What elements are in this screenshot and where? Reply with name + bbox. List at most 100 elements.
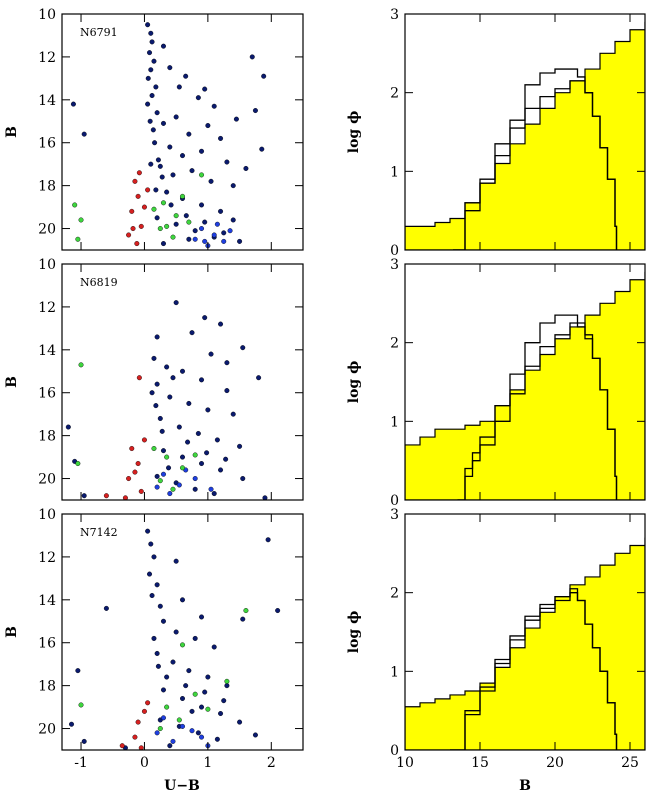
cmd-panel-3-point-navy-4 bbox=[147, 571, 153, 577]
cmd-panel-3-point-navy-7 bbox=[157, 603, 163, 609]
cmd-panel-3-point-navy-38 bbox=[103, 605, 109, 611]
cmd-panel-2-point-navy-13 bbox=[186, 400, 192, 406]
cmd-panel-2-ytick-label-1: 12 bbox=[38, 300, 56, 316]
cmd-panel-3-points bbox=[69, 528, 281, 750]
cmd-panel-1-ytick-label-4: 18 bbox=[38, 179, 56, 195]
lf-panel-2-frame bbox=[404, 263, 646, 501]
cmd-panel-2-point-navy-41 bbox=[240, 476, 246, 482]
lf-panel-1-ylabel: log ϕ bbox=[346, 111, 362, 154]
cmd-panel-1-point-navy-51 bbox=[70, 101, 76, 107]
lf-panel-3-xtick-label-1: 15 bbox=[471, 755, 489, 771]
lf-panel-1-ytick-label-3: 3 bbox=[390, 7, 399, 23]
cmd-panel-3-point-green-0 bbox=[243, 608, 249, 614]
cmd-panel-1-point-navy-4 bbox=[151, 58, 157, 64]
cmd-panel-2-point-navy-0 bbox=[173, 300, 179, 306]
cmd-panel-2-point-navy-38 bbox=[185, 439, 191, 445]
cmd-panel-2-point-green-2 bbox=[179, 465, 185, 471]
cmd-panel-1-point-navy-45 bbox=[259, 146, 265, 152]
cmd-panel-2-point-navy-20 bbox=[237, 443, 243, 449]
cmd-panel-2-point-blue-1 bbox=[176, 482, 182, 488]
cmd-panel-2-point-navy-12 bbox=[167, 394, 173, 400]
cmd-panel-1-point-red-5 bbox=[134, 241, 140, 247]
cmd-panel-2-point-navy-31 bbox=[65, 424, 71, 430]
cmd-panel-3-point-navy-43 bbox=[155, 663, 161, 669]
lf-panel-2: 0 1 2 3 log ϕ bbox=[346, 257, 646, 509]
cmd-panel-2-point-navy-24 bbox=[218, 467, 224, 473]
cmd-panel-3-point-green-6 bbox=[192, 691, 198, 697]
cmd-panel-3-frame bbox=[61, 513, 304, 751]
cmd-panel-1-points bbox=[70, 22, 267, 249]
cmd-panel-2-ytick-label-5: 20 bbox=[38, 472, 56, 488]
cmd-panel-1-point-navy-0 bbox=[145, 22, 151, 28]
lf-panel-3-series bbox=[405, 537, 645, 750]
cmd-panel-2-ylabel: B bbox=[4, 376, 20, 388]
cmd-panel-1-point-navy-7 bbox=[153, 84, 159, 90]
cmd-panel-1-label: N6791 bbox=[80, 26, 118, 39]
cmd-panel-1-point-navy-44 bbox=[252, 108, 258, 114]
cmd-panel-2-point-navy-42 bbox=[262, 495, 268, 500]
lf-panel-1: 0 1 2 3 log ϕ bbox=[346, 7, 646, 259]
cmd-panel-2-point-navy-10 bbox=[256, 375, 262, 381]
cmd-panel-1-ytick-label-2: 14 bbox=[38, 93, 56, 109]
cmd-panel-3-point-navy-27 bbox=[167, 743, 173, 749]
cmd-panel-2-point-green-6 bbox=[151, 446, 157, 452]
cmd-panel-2-point-green-7 bbox=[75, 461, 81, 467]
cmd-panel-2-point-blue-2 bbox=[192, 476, 198, 482]
cmd-panel-3-point-red-5 bbox=[135, 719, 141, 725]
cmd-panel-3-point-navy-0 bbox=[145, 528, 151, 534]
cmd-panel-1-point-navy-49 bbox=[233, 116, 239, 122]
lf-panel-3-ytick-label-2: 2 bbox=[390, 586, 399, 602]
lf-panel-3-frame bbox=[404, 513, 646, 751]
cmd-panel-1-point-green-11 bbox=[199, 172, 205, 178]
cmd-panel-2-point-red-8 bbox=[103, 493, 109, 499]
cmd-panel-2-point-navy-34 bbox=[224, 360, 230, 366]
cmd-panel-2-point-navy-25 bbox=[154, 473, 160, 479]
cmd-panel-2-point-green-4 bbox=[192, 452, 198, 458]
cmd-panel-1-ytick-label-1: 12 bbox=[38, 50, 56, 66]
lf-panel-3-ylabel: log ϕ bbox=[346, 611, 362, 654]
cmd-panel-2-ytick-label-3: 16 bbox=[38, 386, 56, 402]
cmd-panel-3-point-red-2 bbox=[138, 745, 144, 750]
cmd-panel-1-point-navy-12 bbox=[150, 127, 156, 133]
cmd-panel-1-point-navy-43 bbox=[261, 73, 267, 79]
cmd-panel-2-point-navy-33 bbox=[189, 330, 195, 336]
cmd-panel-1-point-green-7 bbox=[164, 223, 170, 229]
cmd-panel-1-point-red-7 bbox=[136, 170, 142, 176]
cmd-panel-3-point-navy-16 bbox=[186, 668, 192, 674]
cmd-panel-2-point-navy-15 bbox=[230, 411, 236, 417]
cmd-panel-1-point-navy-5 bbox=[148, 67, 154, 73]
cmd-panel-1-point-navy-35 bbox=[160, 241, 166, 247]
cmd-panel-1-ytick-label-5: 20 bbox=[38, 222, 56, 238]
cmd-panel-2-point-red-1 bbox=[135, 461, 141, 467]
lf-panel-1-series-filled bbox=[405, 21, 645, 250]
lf-panel-1-series-outline_2 bbox=[453, 80, 618, 250]
cmd-panel-1-point-green-10 bbox=[78, 217, 84, 223]
lf-panel-1-ytick-label-1: 1 bbox=[390, 164, 399, 180]
cmd-panel-3-point-navy-32 bbox=[164, 674, 170, 680]
cmd-panel-1-point-green-1 bbox=[173, 213, 179, 219]
cmd-panel-1-point-green-0 bbox=[160, 200, 166, 206]
cmd-panel-2-point-navy-8 bbox=[199, 377, 205, 383]
cmd-panel-3-point-navy-10 bbox=[160, 618, 166, 624]
lf-panel-1-ytick-label-2: 2 bbox=[390, 86, 399, 102]
cmd-xlabel: U−B bbox=[164, 778, 200, 794]
cmd-panel-1-point-navy-56 bbox=[153, 187, 159, 193]
cmd-panel-1-point-navy-57 bbox=[168, 202, 174, 208]
cmd-panel-3-point-navy-2 bbox=[151, 554, 157, 560]
cmd-panel-2-point-blue-3 bbox=[208, 486, 214, 492]
cmd-panel-1-point-navy-13 bbox=[160, 120, 166, 126]
lf-panel-3-series-filled bbox=[405, 537, 645, 750]
cmd-panel-1-point-navy-31 bbox=[154, 215, 160, 221]
cmd-panel-1-point-navy-32 bbox=[173, 221, 179, 227]
cmd-panel-1-point-navy-3 bbox=[147, 50, 153, 56]
lf-panel-2-ytick-label-1: 1 bbox=[390, 414, 399, 430]
cmd-panel-3-point-navy-35 bbox=[221, 698, 227, 704]
cmd-panel-3-ytick-label-1: 12 bbox=[38, 550, 56, 566]
cmd-panel-3-xtick-label-0: -1 bbox=[74, 755, 88, 771]
cmd-panel-3-point-navy-17 bbox=[205, 674, 211, 680]
cmd-panel-1-point-red-6 bbox=[141, 204, 147, 210]
cmd-panel-3-point-blue-6 bbox=[154, 730, 160, 736]
cmd-panel-1-point-navy-18 bbox=[167, 144, 173, 150]
cmd-panel-1-point-navy-59 bbox=[202, 219, 208, 225]
cmd-panel-1-point-navy-9 bbox=[145, 101, 151, 107]
